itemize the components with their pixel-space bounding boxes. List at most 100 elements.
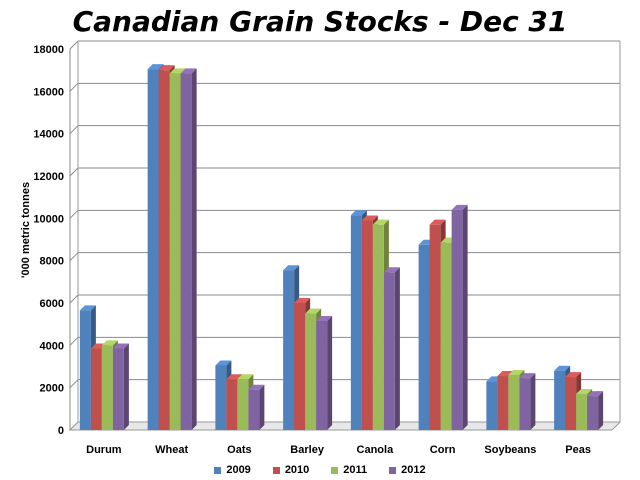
legend-label: 2009 <box>226 464 251 476</box>
bar-soybeans-2011 <box>508 374 520 430</box>
bar-wheat-2011 <box>169 73 181 430</box>
bar-oats-2011 <box>237 379 249 430</box>
bar-top <box>237 374 254 380</box>
legend-label: 2012 <box>401 464 426 476</box>
bar-corn-2010 <box>429 224 441 430</box>
bar-top <box>180 68 197 74</box>
bar-oats-2009 <box>215 365 227 430</box>
bar-top <box>79 305 96 311</box>
legend-item: 2010 <box>272 462 310 478</box>
bar-corn-2009 <box>418 244 430 430</box>
bar-top <box>587 391 604 397</box>
y-tick-label: 6000 <box>40 298 64 310</box>
bar-wheat-2009 <box>147 69 159 430</box>
bar-corn-2011 <box>440 242 452 430</box>
x-tick-label: Peas <box>565 444 591 456</box>
bar-peas-2012 <box>587 396 599 430</box>
bar-top <box>508 369 525 375</box>
bar-side <box>530 373 536 430</box>
bar-top <box>350 210 367 216</box>
bar-side <box>123 343 129 430</box>
bar-top <box>294 298 311 303</box>
bar-top <box>554 365 571 371</box>
bar-soybeans-2009 <box>486 381 498 430</box>
gridline-diagonal <box>69 209 79 219</box>
legend-item: 2012 <box>389 462 426 478</box>
legend: 2009 2010 2011 2012 <box>0 462 640 478</box>
bar-top <box>101 340 118 346</box>
x-tick-label: Canola <box>357 444 395 456</box>
legend-swatch <box>272 466 280 474</box>
bar-durum-2009 <box>79 310 91 430</box>
y-tick-labels: 0 2000 4000 6000 8000 10000 12000 14000 16000 180… <box>33 44 64 437</box>
legend-item: 2009 <box>214 462 251 478</box>
bar-top <box>305 308 322 314</box>
gridline-diagonal <box>69 167 79 177</box>
bar-top <box>169 68 186 74</box>
x-tick-label: Barley <box>290 444 325 456</box>
bar-top <box>226 374 243 380</box>
bar-top <box>429 219 446 225</box>
bar-durum-2010 <box>90 348 102 430</box>
bar-top <box>519 373 536 379</box>
bar-top <box>158 65 175 71</box>
bar-top <box>361 215 378 221</box>
bar-top <box>316 315 333 321</box>
bar-canola-2010 <box>361 220 373 430</box>
x-tick-label: Soybeans <box>484 444 536 456</box>
bar-side <box>259 384 265 430</box>
gridline-diagonal <box>69 40 79 50</box>
bar-side <box>394 267 400 430</box>
bar-side <box>191 68 197 430</box>
gridline-diagonal <box>69 294 79 304</box>
y-tick-label: 18000 <box>33 44 64 56</box>
bar-oats-2012 <box>248 389 260 430</box>
bar-oats-2010 <box>226 379 238 430</box>
legend-item: 2011 <box>331 462 367 478</box>
gridline-diagonal <box>69 336 79 346</box>
bar-side <box>327 315 333 430</box>
bar-top <box>147 64 164 70</box>
gridline-diagonal <box>69 125 79 135</box>
y-tick-label: 0 <box>58 425 64 437</box>
x-tick-labels: Durum Wheat Oats Barley Canola Corn Soybeans Pe… <box>86 444 591 456</box>
x-tick-label: Oats <box>227 444 251 456</box>
bar-side <box>598 391 604 430</box>
bar-top <box>248 384 265 390</box>
bar-peas-2010 <box>565 377 577 430</box>
bar-wheat-2012 <box>180 73 192 430</box>
y-tick-label: 8000 <box>40 256 64 268</box>
chart-title: Canadian Grain Stocks - Dec 31 <box>72 5 568 38</box>
bar-peas-2011 <box>576 394 588 430</box>
x-tick-label: Corn <box>430 444 456 456</box>
y-tick-label: 14000 <box>33 129 64 141</box>
bar-canola-2012 <box>383 272 395 430</box>
bar-top <box>112 343 129 349</box>
x-tick-label: Durum <box>86 444 122 456</box>
x-tick-label: Wheat <box>155 444 188 456</box>
y-tick-label: 4000 <box>40 340 64 352</box>
legend-label: 2010 <box>284 464 310 476</box>
legend-label: 2011 <box>343 464 368 476</box>
legend-swatch <box>331 466 339 474</box>
bar-soybeans-2012 <box>519 378 531 430</box>
bar-top <box>383 267 400 273</box>
bar-series <box>79 64 604 431</box>
bar-barley-2009 <box>283 270 295 430</box>
bar-corn-2012 <box>451 209 463 430</box>
gridline-diagonal <box>69 252 79 262</box>
gridline-diagonal <box>69 379 79 389</box>
y-tick-label: 2000 <box>40 383 64 395</box>
bar-peas-2009 <box>554 370 566 430</box>
bar-top <box>451 204 468 210</box>
bar-top <box>372 219 389 225</box>
bar-soybeans-2010 <box>497 376 509 430</box>
bar-canola-2009 <box>350 215 362 430</box>
bar-barley-2010 <box>294 303 306 430</box>
y-tick-label: 12000 <box>33 171 64 183</box>
bar-top <box>565 372 582 378</box>
bar-wheat-2010 <box>158 70 170 431</box>
bar-durum-2012 <box>112 348 124 430</box>
bar-top <box>576 389 593 395</box>
